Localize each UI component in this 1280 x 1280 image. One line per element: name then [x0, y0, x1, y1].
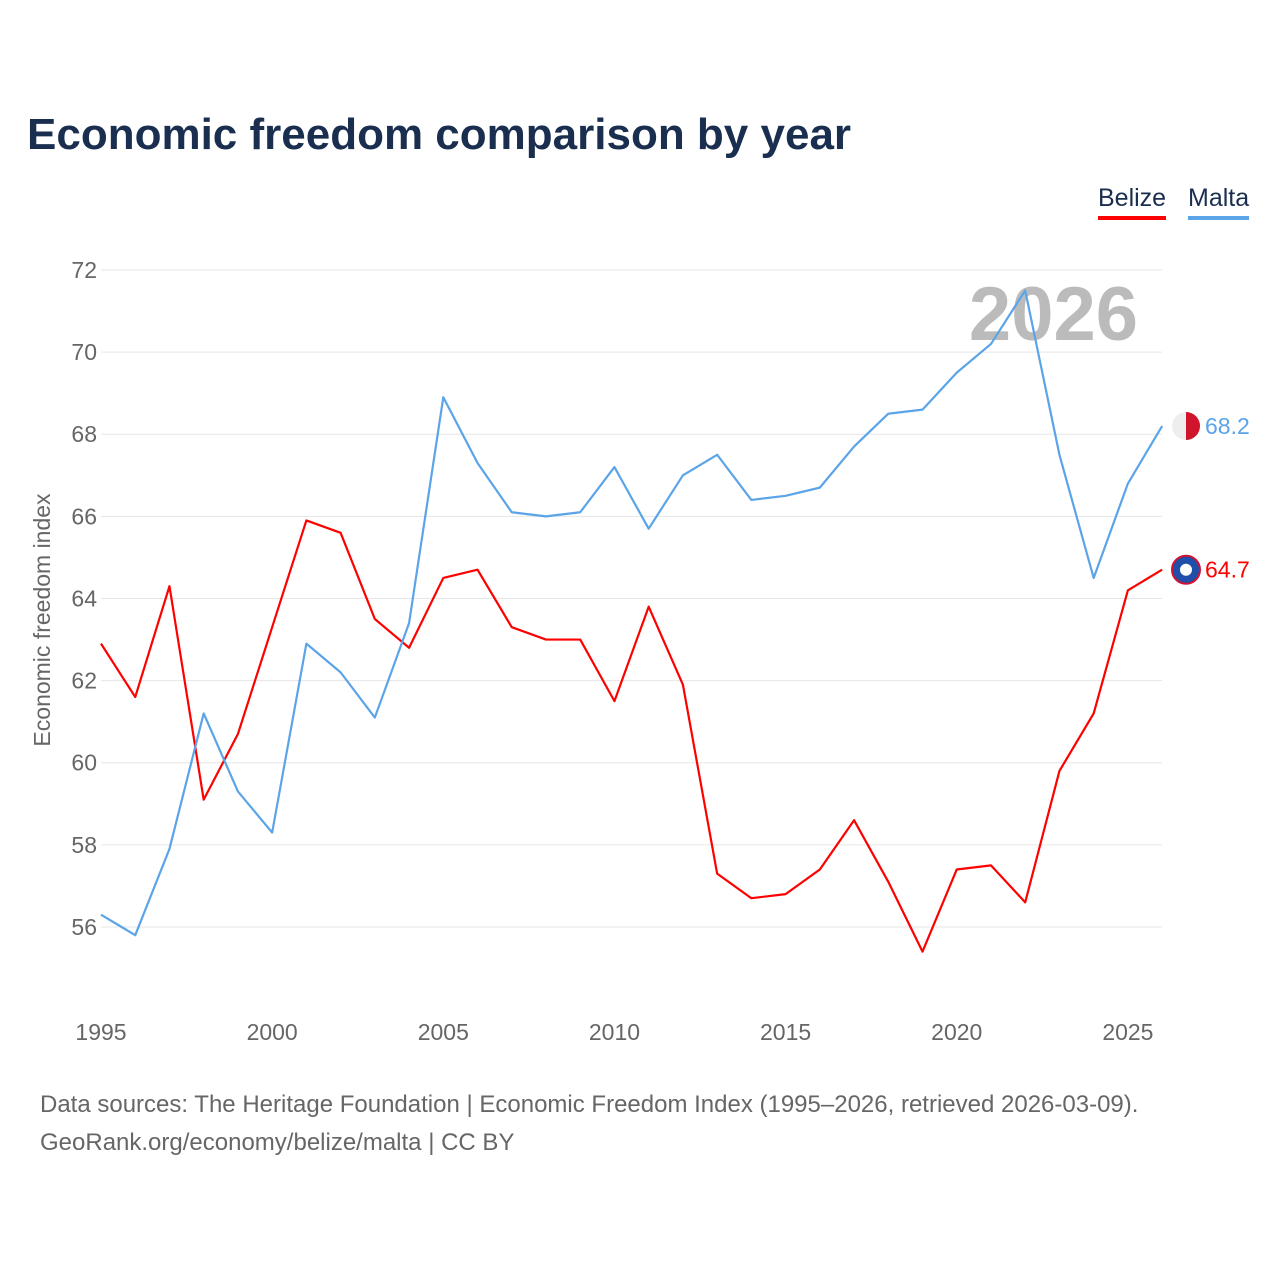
y-tick-label: 66 — [71, 503, 97, 529]
malta-flag-red-half — [1186, 412, 1200, 441]
series-line-malta — [100, 289, 1164, 937]
series-line-belize — [100, 519, 1163, 953]
y-tick-label: 60 — [71, 750, 97, 776]
belize-flag-emblem — [1180, 563, 1192, 576]
chart-title: Economic freedom comparison by year — [27, 110, 852, 159]
footer-url[interactable]: GeoRank.org/economy/belize/malta | CC BY — [40, 1129, 515, 1156]
x-tick-label: 2000 — [247, 1019, 298, 1045]
end-label-belize: 64.7 — [1205, 557, 1250, 583]
x-tick-label: 2010 — [589, 1019, 640, 1045]
x-tick-label: 2015 — [760, 1019, 811, 1045]
legend-malta[interactable]: Malta — [1188, 184, 1250, 220]
y-tick-label: 64 — [71, 585, 97, 611]
x-tick-label: 2025 — [1102, 1019, 1153, 1045]
footer: Data sources: The Heritage Foundation | … — [40, 1086, 1138, 1162]
y-tick-label: 70 — [71, 339, 97, 365]
legend-belize[interactable]: Belize — [1098, 184, 1167, 220]
x-tick-label: 2005 — [418, 1019, 469, 1045]
footer-sources: Data sources: The Heritage Foundation | … — [40, 1091, 1139, 1118]
y-tick-label: 62 — [71, 668, 97, 694]
y-tick-label: 72 — [71, 257, 97, 283]
y-tick-label: 68 — [71, 421, 97, 447]
year-watermark: 2026 — [969, 272, 1138, 357]
end-label-malta: 68.2 — [1205, 413, 1250, 439]
x-tick-label: 1995 — [75, 1019, 126, 1045]
y-tick-label: 58 — [71, 832, 97, 858]
y-tick-label: 56 — [71, 914, 97, 940]
y-axis-label: Economic freedom index — [29, 493, 55, 747]
x-tick-label: 2020 — [931, 1019, 982, 1045]
